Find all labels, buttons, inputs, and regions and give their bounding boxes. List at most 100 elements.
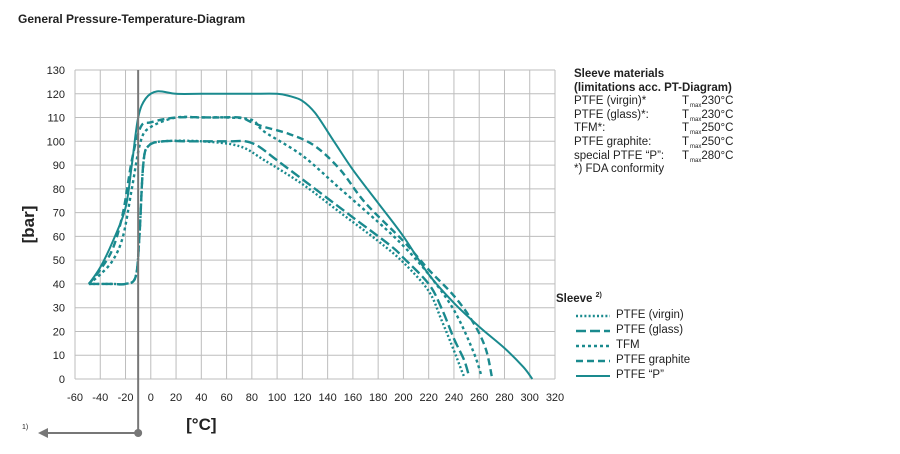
legend-swatch: [576, 374, 610, 377]
y-tick-label: 110: [47, 113, 65, 125]
tmax-symbol: T: [682, 95, 690, 108]
legend-entry: TFM: [556, 339, 640, 354]
material-tmax: Tmax250°C: [682, 136, 733, 155]
x-tick-label: 220: [420, 392, 438, 404]
x-tick-label: 80: [246, 392, 258, 404]
tmax-value: 230°C: [701, 108, 734, 121]
tmax-subscript: max: [690, 157, 702, 164]
x-tick-label: -60: [67, 392, 83, 404]
legend-entry: PTFE “P”: [556, 369, 664, 384]
tmax-subscript: max: [690, 103, 702, 110]
material-row: special PTFE “P”: Tmax280°C: [574, 149, 733, 164]
chart-series: [87, 90, 534, 380]
marker-dot: [134, 429, 143, 437]
material-tmax: Tmax280°C: [682, 150, 733, 169]
y-tick-label: 60: [53, 231, 65, 243]
material-name: PTFE (glass)*:: [574, 108, 649, 121]
x-tick-label: 60: [220, 392, 232, 404]
chart-tick-labels: -60 -40 -20 0 20 40 60 80 100 120 140 160 180 200 220 2…: [47, 65, 565, 404]
series-line: [88, 90, 534, 380]
footnote-marker: 1): [22, 424, 28, 435]
y-tick-label: 80: [53, 184, 65, 196]
x-tick-label: 240: [445, 392, 463, 404]
y-tick-label: 20: [53, 326, 65, 338]
y-tick-label: 90: [53, 160, 65, 172]
tmax-symbol: T: [682, 135, 690, 148]
y-tick-label: 30: [53, 303, 65, 315]
x-tick-label: 40: [195, 392, 207, 404]
y-tick-label: 130: [47, 65, 65, 77]
y-tick-label: 50: [53, 255, 65, 267]
y-tick-label: 0: [59, 374, 65, 386]
material-tmax: Tmax250°C: [682, 122, 733, 141]
series-line: [88, 139, 466, 378]
material-tmax: Tmax230°C: [682, 109, 733, 128]
x-tick-label: 20: [170, 392, 182, 404]
tmax-symbol: T: [682, 149, 690, 162]
footnote-sup: 1): [22, 424, 29, 431]
tmax-value: 250°C: [701, 135, 734, 148]
x-tick-label: 100: [268, 392, 286, 404]
x-tick-label: 0: [148, 392, 154, 404]
materials-list: PTFE (virgin)* Tmax230°C PTFE (glass)*: Tma…: [574, 95, 733, 164]
fda-note: *) FDA conformity: [574, 163, 665, 176]
x-tick-label: 200: [394, 392, 412, 404]
legend-label: PTFE graphite: [616, 353, 691, 366]
y-tick-label: 10: [53, 350, 65, 362]
x-tick-label: 160: [344, 392, 362, 404]
material-row: TFM*: Tmax250°C: [574, 122, 733, 136]
sleeve-legend: Sleeve 2) PTFE (virgin) PTFE (glass) TFM PT…: [556, 292, 690, 384]
x-axis-label: [°C]: [186, 415, 216, 434]
marker-arrow-head: [38, 428, 48, 438]
material-row: PTFE graphite: Tmax250°C: [574, 135, 733, 150]
tmax-subscript: max: [690, 143, 702, 150]
x-tick-label: 140: [318, 392, 336, 404]
legend-swatch: [576, 359, 610, 363]
tmax-subscript: max: [690, 130, 702, 137]
legend-swatch: [576, 314, 610, 318]
material-row: PTFE (glass)*: Tmax230°C: [574, 108, 733, 123]
x-tick-label: 280: [495, 392, 513, 404]
x-tick-label: 320: [546, 392, 564, 404]
legend-entry: PTFE (virgin): [556, 309, 684, 324]
chart-grid: [74, 69, 556, 380]
y-tick-label: 70: [53, 208, 65, 220]
series-line: [87, 115, 493, 377]
legend-label: PTFE (virgin): [616, 308, 684, 321]
sleeve-legend-title: Sleeve 2): [556, 292, 602, 305]
material-name: special PTFE “P”:: [574, 149, 665, 162]
x-tick-label: 180: [369, 392, 387, 404]
page-title: General Pressure-Temperature-Diagram: [18, 12, 246, 26]
tmax-value: 250°C: [701, 122, 734, 135]
material-name: PTFE (virgin)*: [574, 95, 647, 108]
tmax-subscript: max: [690, 116, 702, 123]
y-axis-label: [bar]: [19, 206, 38, 244]
y-tick-label: 100: [47, 136, 65, 148]
legend-swatch: [576, 344, 610, 348]
materials-title-line2: (limitations acc. PT-Diagram): [574, 81, 732, 94]
series-line: [88, 139, 471, 377]
x-tick-label: 300: [521, 392, 539, 404]
legend-entries: PTFE (virgin) PTFE (glass) TFM PTFE graphit…: [556, 309, 690, 384]
y-tick-label: 40: [53, 279, 65, 291]
materials-title-line1: Sleeve materials: [574, 68, 665, 80]
legend-label: PTFE “P”: [616, 368, 664, 381]
tmax-symbol: T: [682, 122, 690, 135]
legend-entry: PTFE (glass): [556, 324, 683, 339]
tmax-value: 280°C: [701, 149, 734, 162]
material-name: TFM*:: [574, 122, 606, 135]
material-row: PTFE (virgin)* Tmax230°C: [574, 95, 733, 109]
legend-swatch: [576, 329, 610, 333]
material-name: PTFE graphite:: [574, 135, 652, 148]
temperature-marker: [38, 70, 143, 438]
legend-label: TFM: [616, 338, 640, 351]
sleeve-materials-panel: Sleeve materials (limitations acc. PT-Di…: [574, 68, 733, 177]
sleeve-legend-title-sup: 2): [595, 292, 602, 299]
sleeve-legend-title-text: Sleeve: [556, 292, 593, 305]
y-tick-label: 120: [47, 89, 65, 101]
tmax-value: 230°C: [701, 95, 734, 108]
tmax-symbol: T: [682, 108, 690, 121]
material-tmax: Tmax230°C: [682, 95, 733, 114]
x-tick-label: -40: [92, 392, 108, 404]
